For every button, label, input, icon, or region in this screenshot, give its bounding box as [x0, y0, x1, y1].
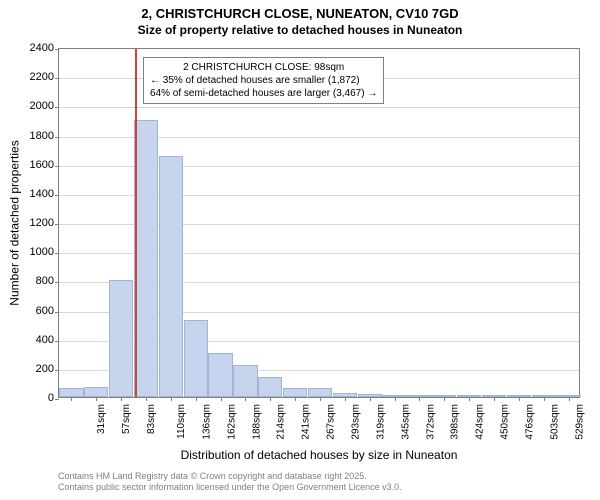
- y-tick-mark: [55, 166, 59, 167]
- y-tick-mark: [55, 107, 59, 108]
- x-axis-label: Distribution of detached houses by size …: [58, 448, 580, 462]
- x-tick-label: 529sqm: [574, 404, 585, 440]
- x-tick-label: 476sqm: [525, 404, 536, 440]
- x-tick-mark: [444, 397, 445, 401]
- y-tick-mark: [55, 224, 59, 225]
- y-tick-mark: [55, 312, 59, 313]
- gridline: [59, 107, 579, 108]
- y-tick-label: 600: [36, 305, 54, 317]
- plot-area: 2 CHRISTCHURCH CLOSE: 98sqm← 35% of deta…: [58, 48, 580, 398]
- reference-line: [135, 49, 137, 397]
- x-tick-mark: [295, 397, 296, 401]
- y-tick-mark: [55, 370, 59, 371]
- histogram-bar: [184, 320, 208, 397]
- x-tick-mark: [245, 397, 246, 401]
- x-tick-mark: [96, 397, 97, 401]
- y-tick-label: 0: [48, 392, 54, 404]
- x-tick-label: 267sqm: [326, 404, 337, 440]
- y-tick-mark: [55, 341, 59, 342]
- x-tick-mark: [121, 397, 122, 401]
- y-tick-label: 2000: [30, 100, 54, 112]
- x-tick-mark: [320, 397, 321, 401]
- x-tick-mark: [370, 397, 371, 401]
- y-tick-label: 1200: [30, 217, 54, 229]
- chart-title-line1: 2, CHRISTCHURCH CLOSE, NUNEATON, CV10 7G…: [0, 0, 600, 21]
- x-tick-mark: [544, 397, 545, 401]
- y-tick-label: 2200: [30, 71, 54, 83]
- x-tick-mark: [270, 397, 271, 401]
- x-tick-label: 214sqm: [276, 404, 287, 440]
- x-tick-label: 162sqm: [226, 404, 237, 440]
- histogram-bar: [134, 120, 158, 397]
- footer-line2: Contains public sector information licen…: [58, 482, 402, 494]
- x-tick-mark: [519, 397, 520, 401]
- x-tick-label: 372sqm: [425, 404, 436, 440]
- x-tick-label: 57sqm: [121, 404, 132, 434]
- histogram-bar: [283, 388, 307, 397]
- x-tick-label: 398sqm: [450, 404, 461, 440]
- y-tick-mark: [55, 195, 59, 196]
- y-tick-label: 1400: [30, 188, 54, 200]
- x-tick-label: 293sqm: [351, 404, 362, 440]
- y-tick-mark: [55, 49, 59, 50]
- x-tick-mark: [221, 397, 222, 401]
- footer-text: Contains HM Land Registry data © Crown c…: [58, 471, 402, 494]
- histogram-bar: [233, 365, 257, 397]
- histogram-bar: [159, 156, 183, 397]
- x-tick-label: 31sqm: [96, 404, 107, 434]
- x-tick-mark: [171, 397, 172, 401]
- histogram-bar: [84, 387, 108, 397]
- y-tick-label: 400: [36, 334, 54, 346]
- annotation-line2: ← 35% of detached houses are smaller (1,…: [150, 74, 377, 87]
- x-tick-mark: [146, 397, 147, 401]
- y-axis-label: Number of detached properties: [8, 48, 22, 398]
- y-tick-label: 200: [36, 363, 54, 375]
- footer-line1: Contains HM Land Registry data © Crown c…: [58, 471, 402, 483]
- histogram-bar: [258, 377, 282, 397]
- x-tick-mark: [419, 397, 420, 401]
- y-tick-mark: [55, 282, 59, 283]
- x-tick-mark: [494, 397, 495, 401]
- y-tick-label: 1800: [30, 130, 54, 142]
- annotation-box: 2 CHRISTCHURCH CLOSE: 98sqm← 35% of deta…: [143, 57, 384, 104]
- histogram-bar: [208, 353, 232, 397]
- x-tick-label: 503sqm: [549, 404, 560, 440]
- x-tick-mark: [569, 397, 570, 401]
- y-tick-label: 1000: [30, 246, 54, 258]
- x-tick-label: 110sqm: [176, 404, 187, 439]
- x-tick-mark: [395, 397, 396, 401]
- x-tick-mark: [196, 397, 197, 401]
- y-tick-mark: [55, 253, 59, 254]
- x-tick-label: 136sqm: [201, 404, 212, 440]
- x-tick-label: 241sqm: [301, 404, 312, 440]
- x-tick-label: 188sqm: [251, 404, 262, 440]
- x-tick-mark: [71, 397, 72, 401]
- x-tick-label: 345sqm: [400, 404, 411, 440]
- y-tick-label: 800: [36, 275, 54, 287]
- x-tick-label: 424sqm: [475, 404, 486, 440]
- x-tick-label: 450sqm: [500, 404, 511, 440]
- x-tick-label: 319sqm: [375, 404, 386, 440]
- y-tick-label: 1600: [30, 159, 54, 171]
- histogram-bar: [109, 280, 133, 397]
- y-tick-mark: [55, 399, 59, 400]
- histogram-bar: [308, 388, 332, 397]
- y-tick-label: 2400: [30, 42, 54, 54]
- x-tick-mark: [469, 397, 470, 401]
- y-tick-mark: [55, 137, 59, 138]
- histogram-bar: [59, 388, 83, 397]
- chart-container: 2, CHRISTCHURCH CLOSE, NUNEATON, CV10 7G…: [0, 0, 600, 500]
- chart-title-line2: Size of property relative to detached ho…: [0, 21, 600, 37]
- annotation-line1: 2 CHRISTCHURCH CLOSE: 98sqm: [150, 61, 377, 74]
- y-tick-mark: [55, 78, 59, 79]
- annotation-line3: 64% of semi-detached houses are larger (…: [150, 87, 377, 100]
- x-tick-label: 83sqm: [146, 404, 157, 434]
- x-tick-mark: [345, 397, 346, 401]
